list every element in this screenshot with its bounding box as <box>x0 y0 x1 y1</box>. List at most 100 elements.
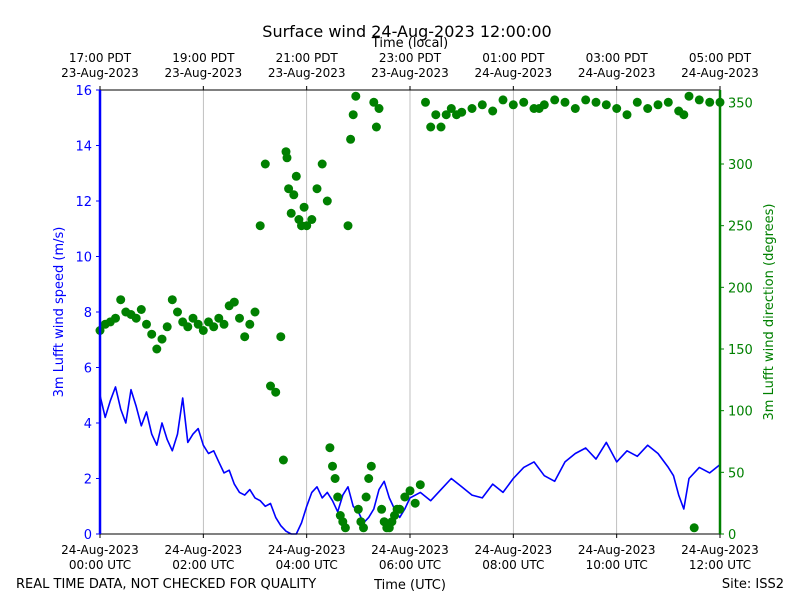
bottom-tick-date-label: 24-Aug-2023 <box>61 543 139 557</box>
wind-direction-point <box>136 305 146 314</box>
left-tick-label: 12 <box>75 195 92 210</box>
wind-direction-point <box>198 326 208 335</box>
wind-direction-point <box>612 104 622 113</box>
wind-direction-point <box>426 122 436 132</box>
wind-direction-point <box>488 106 498 116</box>
top-tick-date-label: 23-Aug-2023 <box>268 66 346 80</box>
right-axis-ticks: 0 50 100 150 200 250 300 350 <box>720 96 753 543</box>
wind-direction-point <box>653 100 663 110</box>
wind-speed-line <box>99 386 721 535</box>
wind-direction-point <box>183 322 193 332</box>
wind-direction-point <box>591 97 601 107</box>
wind-direction-point <box>116 295 126 305</box>
right-axis-label: 3m Lufft wind direction (degrees) <box>762 204 777 421</box>
wind-direction-point <box>467 104 477 113</box>
bottom-tick-time-label: 00:00 UTC <box>69 558 131 572</box>
wind-direction-point <box>684 91 694 101</box>
wind-direction-point <box>689 523 699 533</box>
right-tick-label: 300 <box>728 158 753 173</box>
wind-direction-point <box>400 492 410 502</box>
wind-direction-point <box>359 523 368 533</box>
series-layer <box>95 91 725 535</box>
top-tick-date-label: 24-Aug-2023 <box>578 66 656 80</box>
wind-direction-point <box>348 110 358 120</box>
wind-direction-point <box>278 455 288 465</box>
bottom-tick-date-label: 24-Aug-2023 <box>475 543 553 557</box>
top-axis-label: Time (local) <box>371 36 448 51</box>
top-tick-time-label: 17:00 PDT <box>69 51 132 65</box>
left-tick-label: 16 <box>75 84 92 99</box>
wind-direction-point <box>351 91 361 101</box>
wind-direction-point <box>284 184 294 194</box>
wind-direction-point <box>441 110 451 120</box>
wind-direction-point <box>322 196 332 206</box>
wind-direction-point <box>410 498 420 508</box>
wind-direction-point <box>570 104 580 113</box>
right-tick-label: 200 <box>728 281 753 296</box>
wind-direction-point <box>302 221 312 231</box>
wind-direction-point <box>663 97 673 107</box>
top-tick-date-label: 23-Aug-2023 <box>165 66 243 80</box>
bottom-tick-time-label: 02:00 UTC <box>172 558 234 572</box>
bottom-tick-date-label: 24-Aug-2023 <box>268 543 346 557</box>
top-tick-time-label: 19:00 PDT <box>172 51 235 65</box>
bottom-tick-time-label: 08:00 UTC <box>482 558 544 572</box>
top-tick-date-label: 24-Aug-2023 <box>475 66 553 80</box>
wind-direction-point <box>214 313 224 323</box>
wind-direction-point <box>457 107 467 117</box>
wind-direction-point <box>152 344 162 354</box>
wind-direction-point <box>705 97 715 107</box>
wind-direction-point <box>364 474 374 483</box>
wind-direction-point <box>188 313 198 323</box>
wind-direction-point <box>266 381 275 391</box>
wind-direction-point <box>477 100 487 110</box>
wind-direction-point <box>366 461 376 471</box>
wind-direction-point <box>340 523 350 533</box>
wind-direction-point <box>193 319 203 329</box>
wind-direction-point <box>209 322 219 332</box>
wind-direction-point <box>346 134 356 144</box>
wind-direction-point <box>333 492 343 502</box>
bottom-tick-date-label: 24-Aug-2023 <box>165 543 243 557</box>
bottom-tick-time-label: 06:00 UTC <box>379 558 441 572</box>
bottom-axis-label: Time (UTC) <box>373 578 446 593</box>
right-tick-label: 350 <box>728 96 753 111</box>
wind-direction-point <box>328 461 337 471</box>
wind-direction-point <box>539 100 549 110</box>
wind-direction-point <box>353 504 363 514</box>
top-tick-date-label: 23-Aug-2023 <box>61 66 139 80</box>
wind-direction-point <box>167 295 177 305</box>
top-tick-time-label: 21:00 PDT <box>276 51 339 65</box>
wind-direction-point <box>431 110 441 120</box>
wind-direction-point <box>240 332 250 342</box>
wind-direction-point <box>235 313 244 323</box>
bottom-tick-time-label: 04:00 UTC <box>276 558 338 572</box>
left-tick-label: 0 <box>84 528 92 543</box>
left-tick-label: 6 <box>84 362 92 377</box>
top-tick-date-label: 24-Aug-2023 <box>681 66 759 80</box>
wind-direction-point <box>307 215 317 224</box>
wind-direction-point <box>147 329 157 339</box>
wind-direction-point <box>142 319 151 329</box>
vertical-gridlines <box>202 90 618 534</box>
wind-direction-point <box>111 313 120 323</box>
right-tick-label: 50 <box>728 466 745 481</box>
top-tick-date-label: 23-Aug-2023 <box>371 66 449 80</box>
wind-direction-point <box>229 297 239 307</box>
wind-direction-point <box>282 153 292 163</box>
top-tick-time-label: 05:00 PDT <box>689 51 752 65</box>
left-tick-label: 14 <box>75 140 92 155</box>
wind-direction-point <box>361 492 371 502</box>
wind-direction-point <box>173 307 182 317</box>
wind-direction-point <box>255 221 265 231</box>
top-tick-time-label: 03:00 PDT <box>586 51 649 65</box>
wind-direction-point <box>286 208 296 218</box>
right-tick-label: 150 <box>728 343 753 358</box>
wind-direction-point <box>377 504 387 514</box>
right-tick-label: 100 <box>728 405 753 420</box>
wind-direction-point <box>421 97 430 107</box>
left-tick-label: 8 <box>84 306 92 321</box>
wind-direction-point <box>317 159 327 169</box>
